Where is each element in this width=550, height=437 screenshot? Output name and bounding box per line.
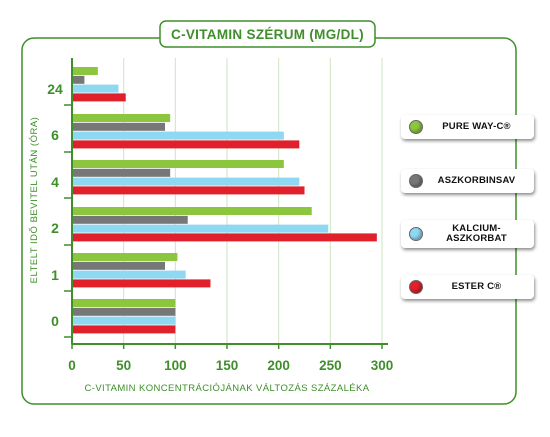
- legend-swatch: [409, 120, 423, 134]
- x-tick-label: 250: [319, 358, 342, 373]
- bar-ester-c-0: [72, 325, 176, 334]
- legend-label: KALCIUM- ASZKORBAT: [446, 223, 507, 244]
- bar-aszkorbinsav-1: [72, 261, 165, 270]
- chart-title: C-VITAMIN SZÉRUM (MG/DL): [171, 27, 364, 42]
- bar-aszkorbinsav-4: [72, 168, 171, 177]
- title-box: [159, 20, 376, 48]
- bar-pure-way-c-6: [72, 114, 171, 122]
- legend-swatch: [409, 280, 423, 294]
- x-tick-label: 0: [68, 358, 76, 373]
- legend-item-ester-c: ESTER C®: [401, 275, 534, 299]
- bar-ester-c-2: [72, 233, 377, 242]
- legend-item-kalcium-aszkorbat: KALCIUM- ASZKORBAT: [401, 220, 534, 248]
- x-tick-label: 200: [267, 358, 290, 373]
- x-tick-label: 150: [216, 358, 239, 373]
- bar-aszkorbinsav-2: [72, 215, 188, 224]
- legend-swatch: [409, 174, 423, 188]
- y-tick-label: 1: [51, 267, 59, 283]
- legend-label: ASZKORBINSAV: [437, 175, 516, 186]
- legend-item-pure-way-c: PURE WAY-C®: [401, 115, 534, 139]
- x-tick-label: 50: [116, 358, 131, 373]
- bar-aszkorbinsav-0: [72, 307, 176, 316]
- bar-pure-way-c-24: [72, 67, 98, 75]
- bar-pure-way-c-2: [72, 207, 312, 215]
- bar-kalcium-aszkorbat-6: [72, 131, 284, 140]
- y-axis-title: ELTELT IDŐ BEVITEL UTÁN (ÓRA): [29, 117, 40, 284]
- y-tick-label: 2: [51, 220, 59, 236]
- x-tick-label: 300: [371, 358, 394, 373]
- legend-item-aszkorbinsav: ASZKORBINSAV: [401, 169, 534, 193]
- bar-kalcium-aszkorbat-1: [72, 270, 186, 279]
- y-tick-label: 0: [51, 313, 59, 329]
- x-axis-title: C-VITAMIN KONCENTRÁCIÓJÁNAK VÁLTOZÁS SZÁ…: [85, 383, 370, 394]
- bar-kalcium-aszkorbat-24: [72, 84, 119, 93]
- y-tick-label: 6: [51, 127, 59, 143]
- bar-pure-way-c-0: [72, 299, 176, 307]
- bar-aszkorbinsav-6: [72, 122, 165, 131]
- bar-pure-way-c-4: [72, 160, 284, 168]
- bar-ester-c-24: [72, 93, 126, 102]
- legend-label: ESTER C®: [451, 281, 502, 292]
- legend-swatch: [409, 227, 423, 241]
- bar-kalcium-aszkorbat-0: [72, 316, 176, 325]
- bar-ester-c-4: [72, 186, 305, 195]
- bar-aszkorbinsav-24: [72, 75, 85, 84]
- bar-ester-c-1: [72, 279, 211, 288]
- bar-ester-c-6: [72, 140, 300, 149]
- y-tick-label: 24: [47, 81, 63, 97]
- x-tick-label: 100: [164, 358, 187, 373]
- bar-pure-way-c-1: [72, 253, 178, 261]
- y-tick-label: 4: [51, 174, 59, 190]
- legend-label: PURE WAY-C®: [442, 121, 511, 132]
- bar-kalcium-aszkorbat-4: [72, 177, 300, 186]
- bar-kalcium-aszkorbat-2: [72, 224, 329, 233]
